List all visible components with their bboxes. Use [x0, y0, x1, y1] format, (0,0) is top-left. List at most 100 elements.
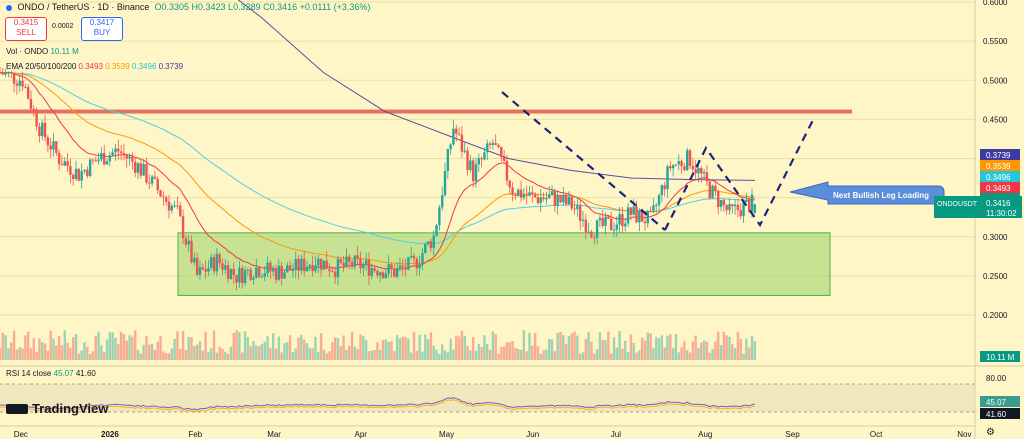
volume-bar [379, 349, 382, 360]
volume-bar [733, 348, 737, 360]
volume-bar [167, 353, 171, 360]
rsi-legend[interactable]: RSI 14 close 45.07 41.60 [6, 369, 96, 378]
sell-button[interactable]: 0.3415 SELL [5, 17, 47, 41]
candle-body [72, 174, 75, 179]
volume-bar [674, 334, 678, 360]
candle-body [136, 163, 140, 173]
candle-body [373, 268, 376, 271]
volume-bar [410, 352, 413, 360]
candle-body [156, 178, 159, 191]
volume-bar [539, 353, 542, 360]
candle-body [604, 216, 607, 226]
volume-bar [393, 351, 396, 360]
price-tick-label: 0.5000 [983, 76, 1008, 85]
volume-bar [43, 343, 47, 360]
candle-body [511, 187, 514, 195]
candle-body [387, 264, 390, 274]
candle-body [229, 269, 233, 279]
volume-bar [548, 338, 551, 360]
candle-body [114, 148, 117, 153]
volume-bar [235, 330, 238, 360]
volume-bar [77, 353, 81, 360]
volume-bar [356, 348, 359, 360]
volume-bar [731, 344, 734, 360]
candle-body [38, 126, 41, 137]
candle-body [443, 171, 447, 196]
sell-price: 0.3415 [13, 18, 39, 27]
candle-body [232, 269, 235, 275]
volume-bar [517, 348, 520, 360]
candle-body [362, 264, 365, 269]
volume-bar [426, 339, 430, 360]
volume-bar [514, 347, 517, 360]
volume-bar [522, 330, 526, 360]
volume-bar [331, 342, 334, 360]
volume-bar [46, 350, 50, 360]
trendline-down [501, 91, 666, 231]
volume-bar [29, 348, 33, 360]
candle-body [57, 152, 61, 165]
volume-bar [359, 334, 362, 360]
volume-bar [398, 338, 402, 360]
volume-bar [559, 331, 562, 360]
candle-body [663, 185, 666, 190]
price-tick-label: 0.4500 [983, 115, 1008, 124]
volume-bar [455, 335, 458, 360]
candle-body [435, 225, 438, 236]
volume-bar [24, 335, 27, 360]
volume-bar [181, 330, 185, 360]
volume-bar [297, 337, 300, 360]
candle-body [80, 171, 83, 181]
volume-bar [677, 352, 680, 360]
time-tick-label: Jun [526, 430, 539, 439]
volume-bar [173, 338, 176, 360]
volume-legend[interactable]: Vol · ONDO 10.11 M [6, 47, 79, 56]
candle-body [522, 194, 526, 198]
volume-bar [221, 348, 224, 360]
candle-body [477, 158, 480, 165]
candle-body [595, 220, 599, 238]
volume-bar [635, 352, 638, 360]
volume-bar [508, 342, 511, 360]
candle-body [148, 182, 151, 184]
candle-body [469, 160, 472, 171]
candle-body [286, 265, 289, 273]
candle-body [0, 72, 2, 74]
buy-button[interactable]: 0.3417 BUY [81, 17, 123, 41]
volume-bar [311, 348, 314, 360]
volume-bar [125, 340, 128, 360]
candle-body [463, 150, 466, 152]
candle-body [226, 265, 230, 279]
time-tick-label: Nov [957, 430, 971, 439]
gear-icon[interactable]: ⚙ [986, 427, 995, 438]
time-tick-label: Oct [870, 430, 883, 439]
candle-body [590, 231, 593, 238]
volume-bar [35, 351, 38, 360]
candle-body [564, 194, 568, 205]
rsi-ma-text: 41.60 [986, 410, 1007, 419]
candle-body [694, 169, 697, 174]
volume-bar [708, 352, 711, 360]
candle-body [536, 197, 540, 204]
volume-bar [266, 336, 269, 360]
candle-body [440, 195, 444, 208]
candle-body [77, 168, 81, 181]
volume-bar [15, 349, 19, 360]
volume-bar [683, 341, 686, 360]
candle-body [179, 205, 182, 217]
time-tick-label: Apr [355, 430, 368, 439]
volume-bar [32, 338, 35, 360]
candle-body [629, 207, 633, 215]
candle-body [497, 144, 500, 147]
volume-bar [750, 336, 754, 360]
price-label-tag [980, 171, 1020, 182]
candle-body [702, 172, 706, 174]
volume-bar [367, 351, 371, 360]
candle-body [12, 72, 16, 84]
volume-bar [319, 333, 323, 360]
volume-bar [291, 351, 295, 360]
candle-body [683, 166, 686, 171]
price-tick-label: 0.6000 [983, 0, 1008, 7]
ema-legend[interactable]: EMA 20/50/100/200 0.3493 0.3539 0.3496 0… [6, 62, 184, 71]
